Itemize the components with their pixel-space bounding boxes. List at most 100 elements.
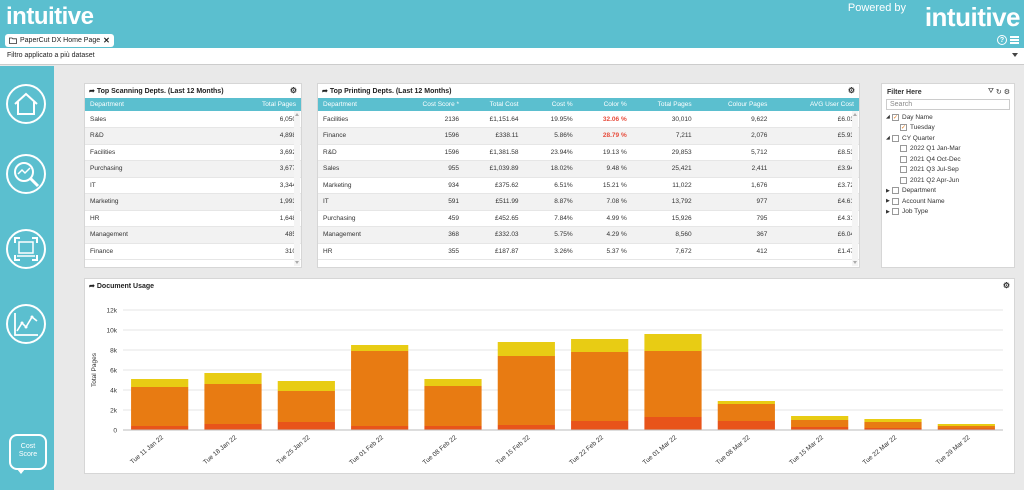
column-header[interactable]: Cost Score * xyxy=(404,98,465,111)
filter-tree-item[interactable]: 2021 Q4 Oct-Dec xyxy=(886,154,1010,165)
table-row[interactable]: Management 485 xyxy=(85,226,301,244)
column-header[interactable]: Department xyxy=(318,98,405,111)
table-row[interactable]: Management 368 £332.03 5.75% 4.29 % 8,560 367 £… xyxy=(318,226,859,244)
close-icon[interactable]: ✕ xyxy=(103,36,110,45)
nav-cost-score[interactable]: Cost Score xyxy=(9,434,47,474)
bar-segment[interactable] xyxy=(571,421,629,430)
bar-segment[interactable] xyxy=(717,421,775,430)
table-row[interactable]: Purchasing 459 £452.65 7.84% 4.99 % 15,926 795… xyxy=(318,210,859,227)
share-arrow-icon[interactable]: ➦ xyxy=(89,88,95,95)
tab-papercut-home[interactable]: PaperCut DX Home Page ✕ xyxy=(5,34,114,47)
table-row[interactable]: R&D 4,898 xyxy=(85,127,301,145)
filter-checkbox[interactable] xyxy=(892,134,899,142)
filter-checkbox[interactable] xyxy=(900,176,907,184)
table-row[interactable]: Facilities 3,692 xyxy=(85,144,301,161)
filter-tree-item[interactable]: ▶ Account Name xyxy=(886,196,1010,207)
bar-segment[interactable] xyxy=(351,345,409,351)
table-row[interactable]: IT 591 £511.99 8.87% 7.08 % 13,792 977 £4.61 xyxy=(318,193,859,211)
bar-segment[interactable] xyxy=(571,352,629,421)
table-row[interactable]: HR 1,648 xyxy=(85,210,301,227)
bar-segment[interactable] xyxy=(937,424,995,426)
filter-tree-item[interactable]: 2021 Q3 Jul-Sep xyxy=(886,165,1010,176)
bar-segment[interactable] xyxy=(937,426,995,429)
help-icon[interactable]: ? xyxy=(997,35,1007,45)
scrollbar[interactable] xyxy=(294,111,300,266)
bar-segment[interactable] xyxy=(864,419,922,422)
column-header[interactable]: Color % xyxy=(577,98,632,111)
filter-checkbox[interactable] xyxy=(900,166,907,174)
table-row[interactable]: Finance 310 xyxy=(85,243,301,260)
filter-tree-item[interactable]: ◢ CY Quarter xyxy=(886,133,1010,144)
bar-segment[interactable] xyxy=(644,351,702,417)
bar-segment[interactable] xyxy=(277,381,335,391)
column-header[interactable]: Total Pages xyxy=(214,98,301,111)
nav-home[interactable] xyxy=(6,84,46,124)
filter-tree-item[interactable]: 2021 Q2 Apr-Jun xyxy=(886,175,1010,186)
filter-tree-item[interactable]: ▶ Department xyxy=(886,186,1010,197)
bar-segment[interactable] xyxy=(204,373,262,384)
filter-checkbox[interactable] xyxy=(900,155,907,163)
table-row[interactable]: R&D 1596 £1,381.58 23.94% 19.13 % 29,853 5,712… xyxy=(318,144,859,161)
filter-tree-item[interactable]: ◢ ✓ Day Name xyxy=(886,112,1010,123)
filter-checkbox[interactable]: ✓ xyxy=(900,124,907,132)
column-header[interactable]: AVG User Cost xyxy=(772,98,859,111)
bar-segment[interactable] xyxy=(277,391,335,422)
nav-scanning[interactable] xyxy=(6,229,46,269)
bar-segment[interactable] xyxy=(131,379,189,387)
chevron-down-icon[interactable] xyxy=(1012,53,1018,57)
filter-checkbox[interactable]: ✓ xyxy=(892,113,899,121)
bar-segment[interactable] xyxy=(424,386,482,426)
bar-segment[interactable] xyxy=(351,426,409,430)
refresh-icon[interactable]: ↻ xyxy=(995,89,1002,96)
column-header[interactable]: Cost % xyxy=(523,98,578,111)
bar-segment[interactable] xyxy=(791,416,849,420)
bar-segment[interactable] xyxy=(277,422,335,430)
table-row[interactable]: Marketing 934 £375.62 6.51% 15.21 % 11,022 1,6… xyxy=(318,177,859,194)
bar-segment[interactable] xyxy=(864,428,922,430)
gear-icon[interactable]: ⚙ xyxy=(847,86,855,95)
share-arrow-icon[interactable]: ➦ xyxy=(89,283,95,290)
bar-segment[interactable] xyxy=(644,334,702,351)
bar-segment[interactable] xyxy=(791,427,849,430)
expand-down-icon[interactable]: ◢ xyxy=(886,114,890,121)
expand-down-icon[interactable]: ◢ xyxy=(886,135,890,142)
bar-segment[interactable] xyxy=(204,384,262,424)
bar-segment[interactable] xyxy=(497,342,555,356)
column-header[interactable]: Department xyxy=(85,98,215,111)
bar-segment[interactable] xyxy=(571,339,629,352)
bar-segment[interactable] xyxy=(497,425,555,430)
bar-segment[interactable] xyxy=(717,404,775,421)
table-row[interactable]: IT 3,344 xyxy=(85,177,301,194)
bar-segment[interactable] xyxy=(424,426,482,430)
bar-segment[interactable] xyxy=(717,401,775,404)
bar-segment[interactable] xyxy=(644,417,702,430)
expand-right-icon[interactable]: ▶ xyxy=(886,208,890,215)
table-row[interactable]: Sales 6,050 xyxy=(85,111,301,128)
scrollbar[interactable] xyxy=(852,111,858,266)
filter-icon[interactable]: ⛛ xyxy=(987,88,994,95)
filter-tree-item[interactable]: 2022 Q1 Jan-Mar xyxy=(886,144,1010,155)
column-header[interactable]: Total Cost xyxy=(464,98,524,111)
table-row[interactable]: Finance 1596 £338.11 5.86% 28.79 % 7,211 2,076… xyxy=(318,127,859,145)
gear-icon[interactable]: ⚙ xyxy=(1002,281,1010,290)
bar-segment[interactable] xyxy=(791,420,849,427)
nav-analytics[interactable] xyxy=(6,154,46,194)
column-header[interactable]: Colour Pages xyxy=(696,98,773,111)
table-row[interactable]: Sales 955 £1,039.89 18.02% 9.48 % 25,421 2,411… xyxy=(318,160,859,178)
table-row[interactable]: Facilities 2136 £1,151.64 19.95% 32.06 % 30,0… xyxy=(318,111,859,128)
filter-checkbox[interactable] xyxy=(892,197,899,205)
table-row[interactable]: Purchasing 3,677 xyxy=(85,160,301,178)
dataset-filter-dropdown[interactable]: Filtro applicato a più dataset xyxy=(0,48,1024,65)
column-header[interactable]: Total Pages xyxy=(631,98,697,111)
table-row[interactable]: HR 355 £187.87 3.26% 5.37 % 7,672 412 £1.47 xyxy=(318,243,859,260)
bar-segment[interactable] xyxy=(131,387,189,426)
filter-checkbox[interactable] xyxy=(892,208,899,216)
bar-segment[interactable] xyxy=(204,424,262,430)
bar-segment[interactable] xyxy=(351,351,409,426)
gear-icon[interactable]: ⚙ xyxy=(289,86,297,95)
expand-right-icon[interactable]: ▶ xyxy=(886,198,890,205)
table-row[interactable]: Marketing 1,993 xyxy=(85,193,301,211)
filter-checkbox[interactable] xyxy=(892,187,899,195)
bar-segment[interactable] xyxy=(497,356,555,425)
gear-icon[interactable]: ⚙ xyxy=(1003,89,1010,96)
